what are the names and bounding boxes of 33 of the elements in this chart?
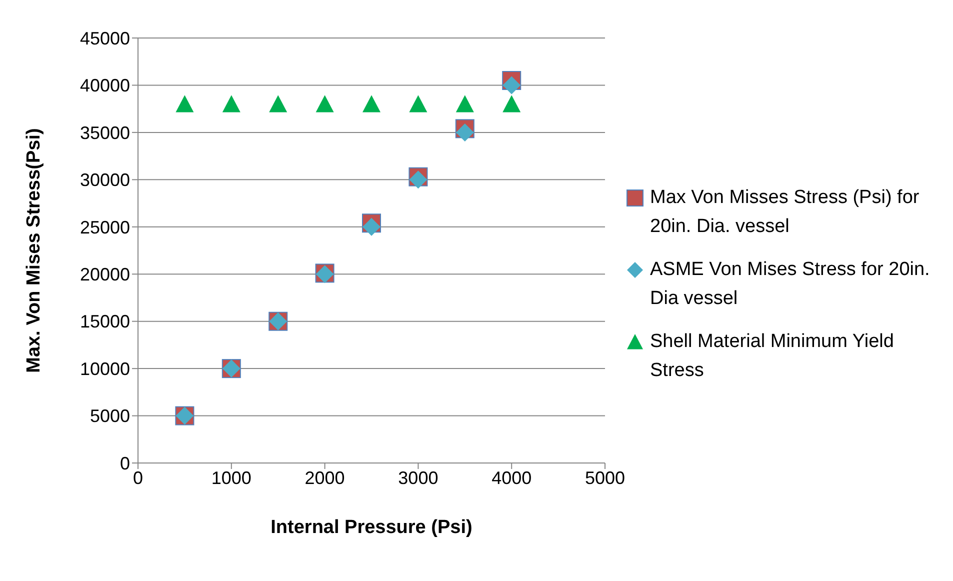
point xyxy=(269,95,288,112)
y-tick-label: 30000 xyxy=(80,170,130,190)
y-tick-label: 40000 xyxy=(80,76,130,96)
x-tick-label: 1000 xyxy=(211,468,252,488)
x-axis-title: Internal Pressure (Psi) xyxy=(270,517,472,538)
point xyxy=(409,170,428,189)
point xyxy=(176,95,194,112)
point xyxy=(456,123,474,142)
y-axis-title: Max. Von Mises Stress(Psi) xyxy=(24,128,45,373)
point xyxy=(502,95,521,112)
x-tick-label: 5000 xyxy=(584,468,626,488)
x-tick-label: 2000 xyxy=(304,468,345,488)
point xyxy=(362,218,380,236)
y-tick-label: 45000 xyxy=(80,28,130,48)
x-tick-label: 0 xyxy=(132,468,144,488)
y-tick-label: 25000 xyxy=(80,217,130,238)
y-tick-label: 0 xyxy=(120,453,130,474)
point xyxy=(316,95,334,112)
y-tick-label: 15000 xyxy=(80,312,130,332)
y-tick-label: 10000 xyxy=(80,358,130,379)
y-tick-label: 5000 xyxy=(90,406,130,426)
point xyxy=(362,95,380,112)
y-tick-label: 20000 xyxy=(80,264,130,284)
x-tick-label: 4000 xyxy=(492,468,532,488)
point xyxy=(456,95,474,112)
y-tick-label: 35000 xyxy=(80,122,130,143)
legend-label: ASME Von Mises Stress for 20in. Dia vessel xyxy=(650,258,931,310)
point xyxy=(222,95,240,112)
x-tick-label: 3000 xyxy=(398,468,438,488)
legend-label: Shell Material Minimum Yield Stress xyxy=(650,330,895,382)
legend-label: Max Von Misses Stress (Psi) for 20in. Dia. vessel xyxy=(650,186,920,238)
point xyxy=(409,95,428,112)
point xyxy=(502,76,521,94)
